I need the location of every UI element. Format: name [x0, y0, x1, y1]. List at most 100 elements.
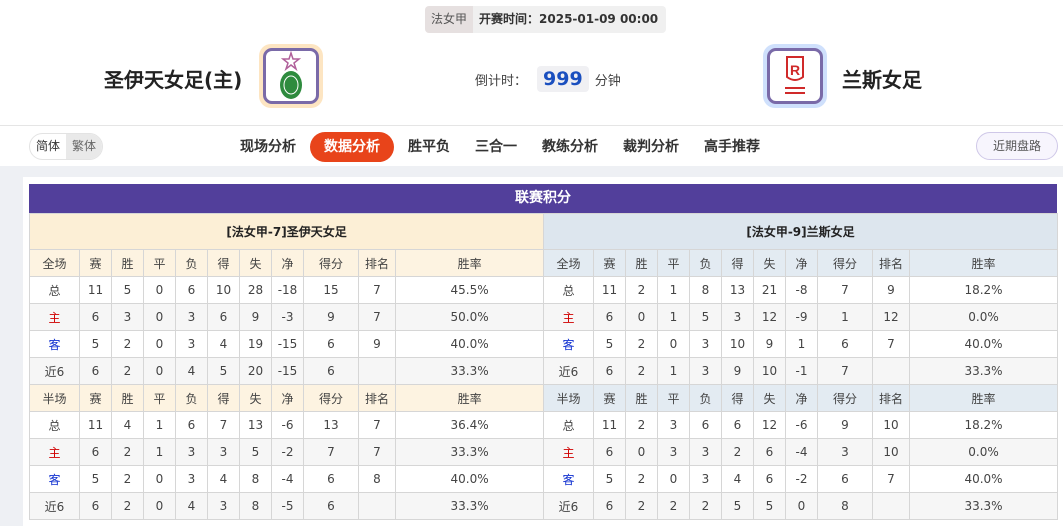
column-header: 得 [207, 384, 240, 412]
team-table-title: [法女甲-7]圣伊天女足 [28, 213, 545, 250]
stat-cell: -4 [271, 465, 304, 493]
team-table-title: [法女甲-9]兰斯女足 [543, 213, 1058, 250]
stat-cell: 0 [143, 357, 176, 385]
tab-live-analysis[interactable]: 现场分析 [240, 139, 296, 155]
column-header: 胜率 [394, 384, 545, 412]
countdown-label: 倒计时： [475, 73, 528, 89]
column-header: 净 [271, 249, 304, 277]
row-label: 总 [543, 276, 594, 304]
nav-bar: 简体 繁体 现场分析 数据分析 胜平负 三合一 教练分析 裁判分析 高手推荐 近… [0, 125, 1063, 166]
tab-coach-analysis[interactable]: 教练分析 [542, 139, 598, 155]
stat-cell: 3 [207, 492, 240, 520]
stat-cell: -1 [785, 357, 818, 385]
stat-cell: 7 [358, 303, 396, 331]
away-team-name: 兰斯女足 [842, 68, 922, 92]
row-label: 客 [543, 465, 594, 493]
stat-cell: -15 [271, 357, 304, 385]
stat-cell: 33.3% [394, 438, 545, 466]
recent-odds-button[interactable]: 近期盘路 [976, 132, 1058, 160]
table-row: 总 11 2 3 6 6 12 -6 9 10 18.2% [543, 411, 1058, 439]
row-label: 客 [29, 330, 80, 358]
stat-cell: 0 [625, 303, 658, 331]
stat-cell: 6 [817, 465, 873, 493]
stat-cell: 13 [721, 276, 754, 304]
column-header: 得 [721, 384, 754, 412]
stat-cell: 0 [657, 465, 690, 493]
home-team-logo [259, 44, 323, 108]
stat-cell: 2 [625, 465, 658, 493]
stat-cell: 33.3% [909, 357, 1058, 385]
stat-cell: -6 [271, 411, 304, 439]
stat-cell: 11 [593, 276, 626, 304]
lang-traditional[interactable]: 繁体 [66, 134, 103, 159]
table-row: 主 6 0 1 5 3 12 -9 1 12 0.0% [543, 303, 1058, 331]
stat-cell: 9 [303, 303, 359, 331]
row-label: 主 [543, 303, 594, 331]
countdown-unit: 分钟 [594, 73, 621, 89]
stat-cell: 18.2% [909, 411, 1058, 439]
lang-simplified[interactable]: 简体 [36, 139, 61, 153]
stat-cell: 19 [239, 330, 272, 358]
column-header: 失 [239, 384, 272, 412]
table-row: 近6 6 2 2 2 5 5 0 8 33.3% [543, 492, 1058, 520]
language-toggle: 简体 繁体 [29, 133, 104, 160]
stat-cell: 21 [753, 276, 786, 304]
tab-data-analysis[interactable]: 数据分析 [310, 132, 394, 162]
kickoff-time: 开赛时间：2025-01-09 00:00 [473, 6, 667, 33]
stat-cell: 2 [625, 276, 658, 304]
table-row: 主 6 3 0 3 6 9 -3 9 7 50.0% [29, 303, 545, 331]
stat-cell: 5 [239, 438, 272, 466]
row-label: 总 [29, 276, 80, 304]
column-header: 平 [143, 384, 176, 412]
tab-referee-analysis[interactable]: 裁判分析 [623, 139, 679, 155]
stat-cell [358, 357, 396, 385]
column-header: 胜率 [909, 249, 1058, 277]
stat-cell: 1 [657, 276, 690, 304]
stat-cell: 4 [175, 357, 208, 385]
stat-cell: 0 [657, 330, 690, 358]
row-label: 近6 [543, 357, 594, 385]
table-row: 总 11 4 1 6 7 13 -6 13 7 36.4% [29, 411, 545, 439]
stat-cell: 2 [625, 411, 658, 439]
stat-cell: 7 [817, 357, 873, 385]
stat-cell: 1 [143, 438, 176, 466]
tab-1x2[interactable]: 胜平负 [408, 139, 450, 155]
stat-cell: 7 [817, 276, 873, 304]
table-row: 总 11 5 0 6 10 28 -18 15 7 45.5% [29, 276, 545, 304]
stat-cell: 3 [111, 303, 144, 331]
stat-cell: 6 [79, 303, 112, 331]
tab-three-in-one[interactable]: 三合一 [475, 139, 517, 155]
stat-cell: 5 [207, 357, 240, 385]
stat-cell: 2 [111, 330, 144, 358]
column-header: 排名 [358, 249, 396, 277]
stat-cell: 7 [207, 411, 240, 439]
stat-cell: 12 [872, 303, 910, 331]
league-label[interactable]: 法女甲 [425, 6, 474, 33]
stat-cell: 33.3% [909, 492, 1058, 520]
stat-cell: 6 [207, 303, 240, 331]
column-header: 净 [271, 384, 304, 412]
column-header: 胜 [625, 384, 658, 412]
tab-expert-picks[interactable]: 高手推荐 [704, 139, 760, 155]
stat-cell: 6 [593, 303, 626, 331]
stat-cell: 10 [872, 411, 910, 439]
column-header: 胜 [625, 249, 658, 277]
stat-cell: 15 [303, 276, 359, 304]
column-header: 净 [785, 384, 818, 412]
table-row: 主 6 2 1 3 3 5 -2 7 7 33.3% [29, 438, 545, 466]
stat-cell: 5 [689, 303, 722, 331]
row-label: 主 [29, 303, 80, 331]
stat-cell: 6 [753, 465, 786, 493]
stat-cell: 12 [753, 411, 786, 439]
stat-cell: 6 [175, 411, 208, 439]
stat-cell: 3 [657, 438, 690, 466]
column-header: 得分 [817, 384, 873, 412]
stat-cell: 2 [657, 492, 690, 520]
stat-cell: -3 [271, 303, 304, 331]
stat-cell: 6 [593, 438, 626, 466]
stat-cell: 9 [753, 330, 786, 358]
stat-cell: 7 [358, 411, 396, 439]
stat-cell: 8 [239, 465, 272, 493]
stat-cell: -9 [785, 303, 818, 331]
stat-cell: 3 [689, 465, 722, 493]
